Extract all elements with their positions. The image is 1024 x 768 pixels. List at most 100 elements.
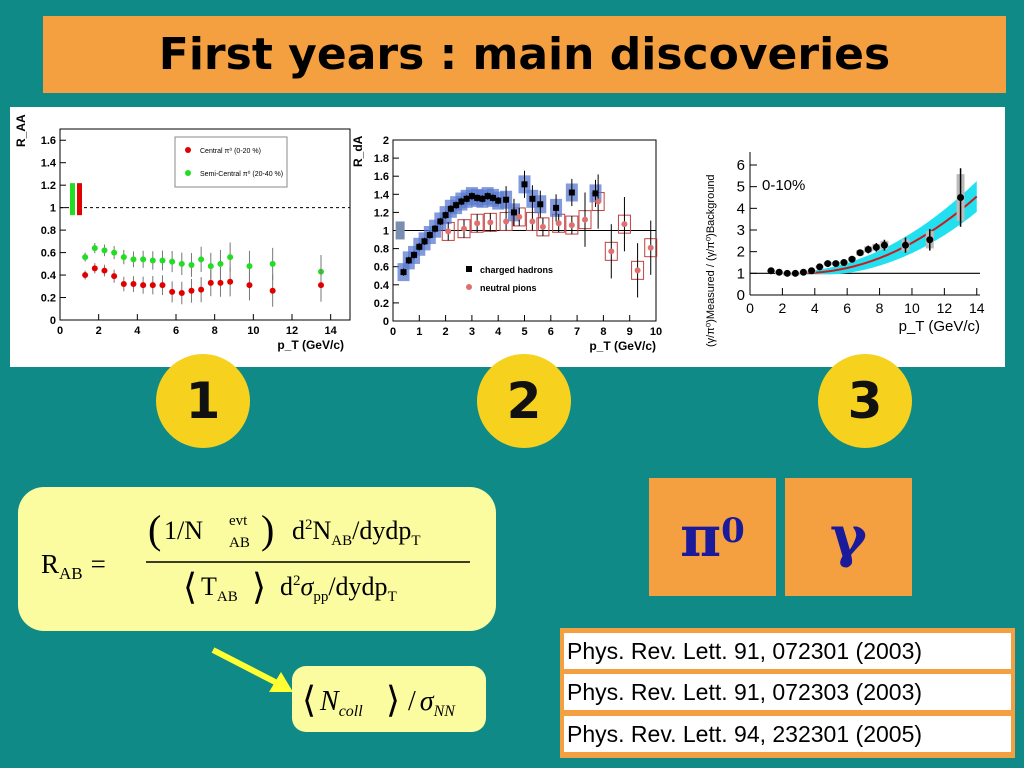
plot3-point <box>783 269 791 277</box>
plot1-point-central <box>269 287 276 294</box>
plot3-point <box>848 255 856 263</box>
plot3-point <box>872 243 880 251</box>
plot3-point <box>880 241 888 249</box>
plot3-point <box>799 268 807 276</box>
plot2-point-hadron <box>432 225 439 232</box>
plots-figure: 00.20.40.60.811.21.41.60 2 4 6 8 10 12 14R_AAp_… <box>14 114 985 353</box>
plot1-point-semi <box>120 254 127 261</box>
plot2-xtick-label: 0 <box>390 326 396 338</box>
plot1-xtick-label: 6 <box>173 325 179 337</box>
svg-text:⟩: ⟩ <box>386 680 400 720</box>
plot1-point-semi <box>82 254 89 261</box>
plot2-point-pion <box>568 222 575 229</box>
svg-text:TAB: TAB <box>201 572 238 605</box>
plot2-legend-hadron: charged hadrons <box>480 265 553 275</box>
plot2-xlabel: p_T (GeV/c) <box>589 339 656 353</box>
plot3-theory-curve <box>806 195 978 275</box>
plot1-point-semi <box>207 263 214 270</box>
plot2-point-pion <box>474 220 481 227</box>
reference-2: Phys. Rev. Lett. 91, 072303 (2003) <box>564 674 1011 710</box>
plot2-point-hadron <box>463 195 470 202</box>
plot1-legend-marker-semi <box>185 170 191 176</box>
plot3-ytick-label: 2 <box>737 244 745 261</box>
svg-text:d2σpp/dydpT: d2σpp/dydpT <box>280 572 397 605</box>
svg-text:⟩: ⟩ <box>252 567 266 607</box>
plot1-ytick-label: 1.2 <box>41 180 56 192</box>
slide-title: First years : main discoveries <box>158 29 891 80</box>
plot2-xtick-label: 4 <box>495 326 502 338</box>
plot1-ytick-label: 1 <box>50 203 56 215</box>
plot1-point-semi <box>140 256 147 263</box>
rab-formula-box: RAB = ( 1/N evt AB ) d2NAB/dydpT ⟨ TAB ⟩ … <box>18 487 496 631</box>
plot1-xtick-label: 14 <box>325 325 338 337</box>
plot2-point-hadron <box>489 194 496 201</box>
plot3-point <box>840 259 848 266</box>
plot2-ytick-label: 1.4 <box>374 189 390 201</box>
plot1-point-central <box>207 279 214 286</box>
plot3-ylabel: (γ/π⁰)Measured / (γ/π⁰)Background <box>705 174 717 347</box>
plot2-point-hadron <box>503 196 510 203</box>
plot1-ytick-label: 1.6 <box>41 135 56 147</box>
plot1-xlabel: p_T (GeV/c) <box>277 338 344 352</box>
plot2-point-pion <box>634 267 641 274</box>
plot3-point <box>791 269 799 277</box>
plot2-xtick-label: 7 <box>574 326 580 338</box>
plot2-point-hadron <box>400 269 407 276</box>
badge-2: 2 <box>477 354 571 448</box>
plot2-point-hadron <box>453 202 460 209</box>
badge-1: 1 <box>156 354 250 448</box>
plot1-point-central <box>130 281 137 288</box>
plot1-legend <box>174 136 288 188</box>
rab-formula: RAB = ( 1/N evt AB ) d2NAB/dydpT ⟨ TAB ⟩ … <box>41 507 470 607</box>
plot3-annotation: 0-10% <box>762 177 805 194</box>
plot2-point-hadron <box>437 218 444 225</box>
plot2-point-hadron <box>592 190 599 197</box>
svg-text:⟨: ⟨ <box>302 680 316 720</box>
svg-text:d2NAB/dydpT: d2NAB/dydpT <box>292 516 421 549</box>
plot1-ytick-label: 0.2 <box>41 293 56 305</box>
plot1-point-central <box>159 282 166 289</box>
plot2-point-hadron <box>568 189 575 196</box>
references-box: Phys. Rev. Lett. 91, 072301 (2003) Phys.… <box>560 628 1015 758</box>
plot1-norm-box-semi <box>70 183 75 216</box>
plot3-xtick-label: 8 <box>876 300 884 316</box>
plot3-xtick-label: 6 <box>843 300 851 316</box>
plot1-point-semi <box>130 256 137 263</box>
plot1-ytick-label: 0.6 <box>41 248 56 260</box>
plot2-point-pion <box>503 218 510 225</box>
plot1-ytick-label: 0 <box>50 315 56 327</box>
plot2-point-pion <box>621 221 628 228</box>
plot2-ytick-label: 1.6 <box>374 171 389 183</box>
plot3-point <box>926 236 934 244</box>
plot3-ytick-label: 5 <box>737 179 745 196</box>
plot2-point-pion <box>529 218 536 225</box>
plot1-point-semi <box>91 245 98 252</box>
plot1-point-semi <box>217 260 224 267</box>
plot1-point-semi <box>227 254 234 261</box>
plot1-point-semi <box>246 263 253 270</box>
plot1-frame <box>59 128 351 321</box>
plot3-point <box>957 194 965 201</box>
plot3-point <box>767 267 775 275</box>
plot2-point-hadron <box>447 205 454 212</box>
plot1-point-central <box>101 267 108 274</box>
plot1-ylabel: R_AA <box>14 114 28 147</box>
plot2-ytick-label: 0.6 <box>374 262 389 274</box>
plot1-legend-marker-central <box>185 147 191 153</box>
plot1-point-semi <box>159 257 166 264</box>
plot1-point-central <box>82 272 89 279</box>
plot3-point <box>901 241 909 249</box>
plot2-ytick-label: 0.8 <box>374 244 389 256</box>
plot3-theory-band <box>806 181 977 275</box>
plot3-ytick-label: 1 <box>737 265 745 282</box>
plot2-point-pion <box>647 244 654 251</box>
plot2-legend-pion: neutral pions <box>480 283 537 293</box>
plots-panel: 0 0.2 0.4 0.6 0.8 1 1.2 1.4 1.6 0 2 4 6 8 10 12 14 R_AA p_… <box>10 107 1005 367</box>
reference-1: Phys. Rev. Lett. 91, 072301 (2003) <box>564 633 1011 669</box>
plot2-xtick-label: 1 <box>416 326 422 338</box>
plot2-point-hadron <box>537 201 544 208</box>
plot2-point-hadron <box>521 181 528 188</box>
reference-3: Phys. Rev. Lett. 94, 232301 (2005) <box>564 716 1011 752</box>
plot1-point-semi <box>169 258 176 265</box>
